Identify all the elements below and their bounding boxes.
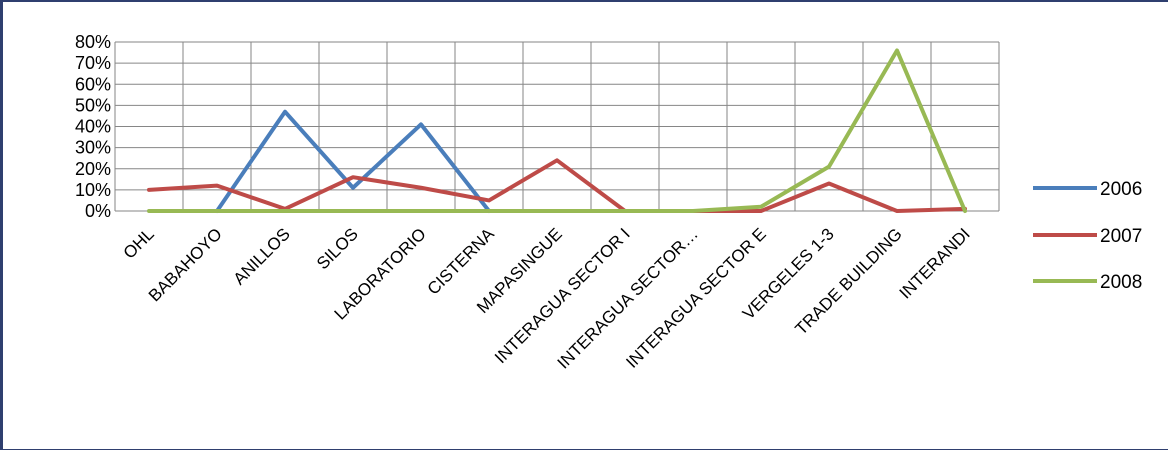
- series-line-2008: [147, 48, 967, 213]
- y-tick-label: 10%: [75, 180, 111, 200]
- x-category-label: INTERAGUA SECTOR E: [622, 224, 769, 371]
- x-category-label: CISTERNA: [424, 224, 499, 299]
- legend-label-2006: 2006: [1100, 179, 1142, 200]
- x-category-label: INTERAGUA SECTOR…: [554, 224, 702, 372]
- x-category-label: ANILLOS: [230, 224, 294, 288]
- y-tick-label: 30%: [75, 138, 111, 158]
- y-axis-ticks: 0%10%20%30%40%50%60%70%80%: [75, 32, 111, 221]
- legend-label-2008: 2008: [1100, 272, 1142, 293]
- x-category-label: INTERAGUA SECTOR I: [491, 224, 634, 367]
- y-tick-label: 70%: [75, 53, 111, 73]
- y-tick-label: 0%: [85, 201, 111, 221]
- series-line-2007: [147, 158, 967, 213]
- y-tick-label: 80%: [75, 32, 111, 52]
- y-tick-label: 40%: [75, 117, 111, 137]
- series-line-2006: [215, 109, 491, 213]
- legend: 2006 2007 2008: [1033, 179, 1142, 293]
- x-category-label: OHL: [120, 224, 158, 262]
- legend-label-2007: 2007: [1100, 226, 1142, 247]
- y-tick-label: 20%: [75, 159, 111, 179]
- y-tick-label: 60%: [75, 74, 111, 94]
- x-category-label: SILOS: [313, 224, 362, 273]
- series-lines: [147, 48, 967, 213]
- y-tick-label: 50%: [75, 95, 111, 115]
- x-category-label: INTERANDI: [896, 224, 974, 302]
- gridlines: [114, 41, 1000, 212]
- x-category-label: BABAHOYO: [145, 224, 226, 305]
